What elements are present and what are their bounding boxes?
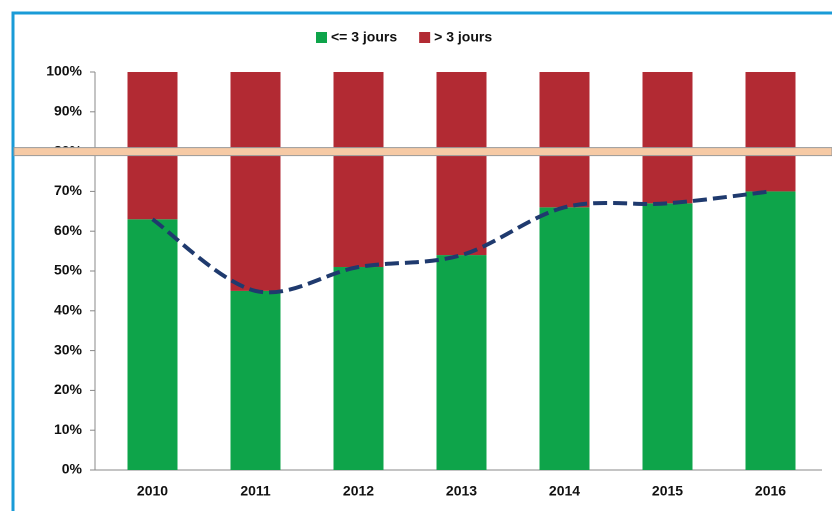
bar-segment (230, 72, 281, 291)
x-tick-label: 2011 (240, 483, 271, 499)
legend-label: <= 3 jours (331, 29, 397, 45)
x-tick-label: 2012 (343, 483, 374, 499)
legend-swatch (419, 32, 431, 43)
bar-segment (127, 72, 178, 220)
bar-segment (539, 207, 590, 470)
y-tick-label: 70% (54, 182, 83, 198)
y-tick-label: 50% (54, 262, 83, 278)
y-tick-label: 90% (54, 103, 83, 119)
bar-segment (230, 290, 281, 470)
y-tick-label: 100% (46, 63, 82, 79)
bar-segment (436, 255, 487, 470)
y-tick-label: 0% (62, 461, 83, 477)
x-tick-label: 2010 (137, 483, 168, 499)
y-tick-label: 40% (54, 302, 83, 318)
bar-segment (745, 191, 796, 470)
legend-label: > 3 jours (434, 29, 492, 45)
y-tick-label: 60% (54, 222, 83, 238)
frame (11, 11, 832, 511)
bar-segment (333, 267, 384, 470)
bar-segment (642, 72, 693, 204)
x-tick-label: 2014 (549, 483, 580, 499)
x-tick-label: 2016 (755, 483, 786, 499)
bar-segment (745, 72, 796, 192)
x-tick-label: 2013 (446, 483, 477, 499)
bar-segment (333, 72, 384, 268)
legend-swatch (316, 32, 327, 43)
bar-segment (436, 72, 487, 256)
trend-line (151, 189, 771, 295)
bar-segment (127, 219, 178, 470)
bar-segment (539, 72, 590, 208)
x-tick-label: 2015 (652, 483, 683, 499)
y-tick-label: 10% (54, 421, 83, 437)
y-tick-label: 20% (54, 381, 83, 397)
bar-segment (642, 203, 693, 470)
reference-line (13, 147, 832, 157)
y-tick-label: 30% (54, 341, 83, 357)
